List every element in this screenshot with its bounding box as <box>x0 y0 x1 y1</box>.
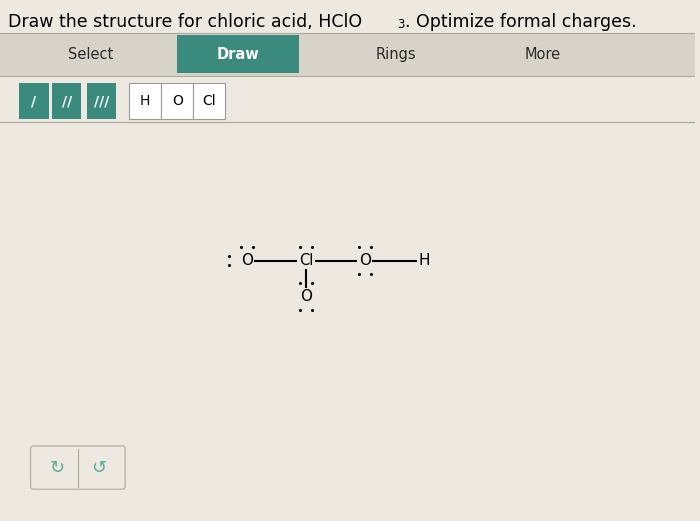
Text: H: H <box>140 94 150 108</box>
Text: H: H <box>419 253 430 268</box>
Text: ///: /// <box>94 94 109 108</box>
Text: Draw: Draw <box>217 47 260 61</box>
Text: O: O <box>359 253 371 268</box>
Text: More: More <box>524 47 560 61</box>
Text: O: O <box>241 253 253 268</box>
Text: O: O <box>300 289 312 304</box>
Text: ↻: ↻ <box>50 458 65 477</box>
FancyBboxPatch shape <box>0 80 695 122</box>
Text: Cl: Cl <box>202 94 216 108</box>
FancyBboxPatch shape <box>0 33 695 76</box>
FancyBboxPatch shape <box>130 83 161 119</box>
Text: //: // <box>62 94 72 108</box>
Text: /: / <box>32 94 36 108</box>
FancyBboxPatch shape <box>161 83 193 119</box>
FancyBboxPatch shape <box>52 83 81 119</box>
FancyBboxPatch shape <box>31 446 125 489</box>
FancyBboxPatch shape <box>177 35 299 73</box>
Text: 3: 3 <box>397 18 405 31</box>
FancyBboxPatch shape <box>20 83 49 119</box>
Text: ↺: ↺ <box>91 458 106 477</box>
Text: Draw the structure for chloric acid, HClO: Draw the structure for chloric acid, HCl… <box>8 13 363 31</box>
FancyBboxPatch shape <box>87 83 116 119</box>
Text: . Optimize formal charges.: . Optimize formal charges. <box>405 13 636 31</box>
Text: Rings: Rings <box>376 47 416 61</box>
FancyBboxPatch shape <box>193 83 225 119</box>
Text: Select: Select <box>68 47 113 61</box>
Text: Cl: Cl <box>299 253 313 268</box>
Text: O: O <box>172 94 183 108</box>
